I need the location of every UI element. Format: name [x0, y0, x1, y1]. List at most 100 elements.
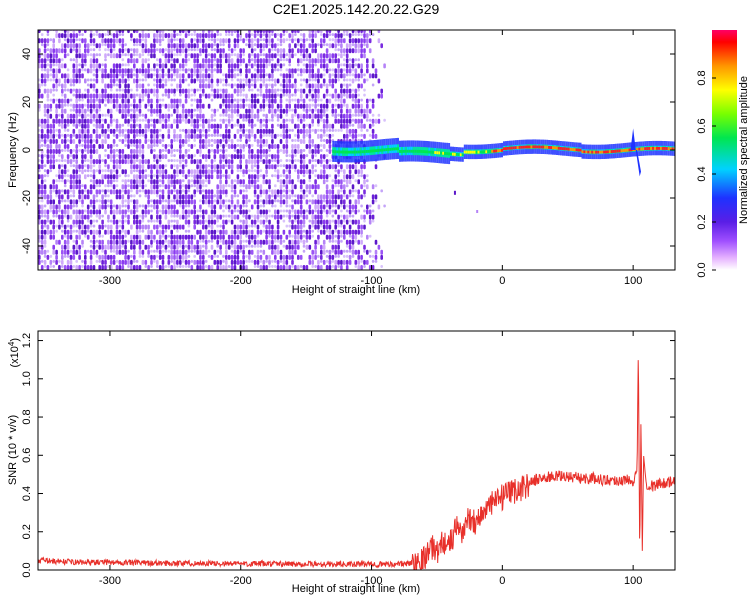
heatmap-noise-cell	[279, 174, 283, 178]
heatmap-noise-cell	[193, 204, 196, 210]
heatmap-noise-cell	[72, 164, 76, 168]
heatmap-noise-cell	[202, 113, 205, 119]
heatmap-noise-cell	[89, 164, 93, 170]
heatmap-noise-cell	[227, 139, 231, 142]
heatmap-noise-cell	[107, 108, 110, 114]
heatmap-noise-cell	[245, 68, 248, 74]
heatmap-noise-cell	[222, 184, 225, 190]
heatmap-noise-cell	[161, 169, 165, 175]
heatmap-noise-cell	[233, 204, 237, 210]
heatmap-noise-cell	[63, 254, 67, 258]
heatmap-noise-cell	[311, 214, 314, 220]
heatmap-noise-cell	[366, 98, 369, 104]
heatmap-noise-cell	[334, 43, 337, 49]
heatmap-noise-cell	[328, 204, 332, 210]
heatmap-noise-cell	[262, 214, 266, 218]
heatmap-noise-cell	[250, 259, 254, 263]
heatmap-noise-cell	[325, 103, 329, 109]
heatmap-noise-cell	[75, 78, 78, 84]
heatmap-signal-core	[459, 153, 462, 157]
heatmap-noise-cell	[170, 204, 173, 210]
heatmap-noise-cell	[271, 128, 274, 134]
heatmap-noise-cell	[230, 154, 234, 160]
heatmap-noise-cell	[371, 98, 375, 104]
heatmap-noise-cell	[115, 154, 119, 158]
heatmap-noise-cell	[230, 63, 234, 69]
heatmap-noise-cell	[256, 33, 260, 37]
heatmap-noise-cell	[299, 224, 303, 230]
heatmap-noise-cell	[86, 214, 90, 220]
heatmap-noise-cell	[363, 179, 366, 185]
heatmap-noise-cell	[337, 48, 340, 52]
heatmap-noise-cell	[204, 159, 208, 163]
heatmap-noise-cell	[276, 149, 280, 154]
heatmap-signal-core	[573, 148, 576, 152]
heatmap-noise-cell	[179, 139, 182, 144]
heatmap-noise-cell	[153, 224, 156, 230]
heatmap-noise-cell	[173, 43, 176, 49]
heatmap-noise-cell	[360, 48, 363, 54]
heatmap-noise-cell	[308, 174, 312, 180]
heatmap-signal-core	[491, 149, 494, 153]
heatmap-noise-cell	[294, 88, 297, 94]
heatmap-noise-cell	[256, 93, 260, 97]
heatmap-noise-cell	[337, 118, 340, 124]
heatmap-noise-cell	[216, 128, 219, 134]
heatmap-noise-cell	[115, 184, 119, 188]
heatmap-signal-core	[644, 147, 647, 151]
heatmap-noise-cell	[308, 108, 312, 112]
heatmap-noise-cell	[213, 33, 217, 39]
heatmap-noise-cell	[322, 194, 326, 200]
heatmap-noise-cell	[164, 33, 168, 39]
heatmap-noise-cell	[181, 30, 185, 34]
heatmap-noise-cell	[210, 48, 214, 52]
heatmap-noise-cell	[216, 68, 219, 74]
heatmap-noise-cell	[164, 83, 168, 87]
heatmap-noise-cell	[239, 88, 242, 94]
heatmap-noise-cell	[196, 43, 199, 49]
heatmap-noise-cell	[360, 68, 363, 74]
heatmap-noise-cell	[173, 249, 176, 255]
heatmap-noise-cell	[135, 214, 139, 220]
heatmap-noise-cell	[320, 199, 323, 205]
heatmap-noise-cell	[104, 58, 107, 62]
heatmap-noise-cell	[213, 194, 217, 198]
heatmap-noise-cell	[118, 259, 122, 265]
heatmap-noise-cell	[95, 78, 99, 84]
heatmap-noise-cell	[69, 254, 73, 260]
heatmap-noise-cell	[279, 259, 283, 263]
heatmap-noise-cell	[43, 179, 47, 183]
heatmap-noise-cell	[343, 93, 346, 97]
heatmap-noise-cell	[276, 78, 280, 84]
heatmap-noise-cell	[274, 254, 277, 260]
heatmap-noise-cell	[58, 113, 61, 117]
heatmap-noise-cell	[61, 194, 64, 200]
heatmap-noise-cell	[328, 93, 332, 97]
heatmap-noise-cell	[98, 164, 101, 170]
heatmap-noise-cell	[230, 68, 234, 74]
heatmap-noise-cell	[230, 239, 234, 245]
heatmap-noise-cell	[187, 128, 191, 134]
heatmap-noise-cell	[109, 224, 113, 230]
heatmap-noise-cell	[124, 174, 127, 178]
heatmap-noise-cell	[325, 204, 329, 208]
heatmap-noise-cell	[138, 265, 142, 270]
heatmap-noise-cell	[325, 254, 329, 258]
heatmap-noise-cell	[363, 194, 366, 198]
heatmap-noise-cell	[291, 128, 294, 132]
heatmap-noise-cell	[276, 164, 280, 168]
heatmap-noise-cell	[265, 63, 268, 69]
heatmap-noise-cell	[202, 259, 205, 265]
heatmap-noise-cell	[130, 33, 133, 39]
heatmap-noise-cell	[366, 38, 369, 44]
heatmap-noise-cell	[199, 53, 202, 57]
heatmap-noise-cell	[52, 118, 55, 124]
heatmap-noise-cell	[167, 259, 171, 265]
heatmap-noise-cell	[121, 139, 125, 144]
heatmap-noise-cell	[227, 209, 231, 213]
heatmap-noise-cell	[288, 204, 291, 208]
heatmap-noise-cell	[299, 184, 303, 190]
heatmap-noise-cell	[199, 249, 202, 255]
heatmap-noise-cell	[156, 88, 159, 94]
heatmap-noise-cell	[69, 43, 73, 49]
